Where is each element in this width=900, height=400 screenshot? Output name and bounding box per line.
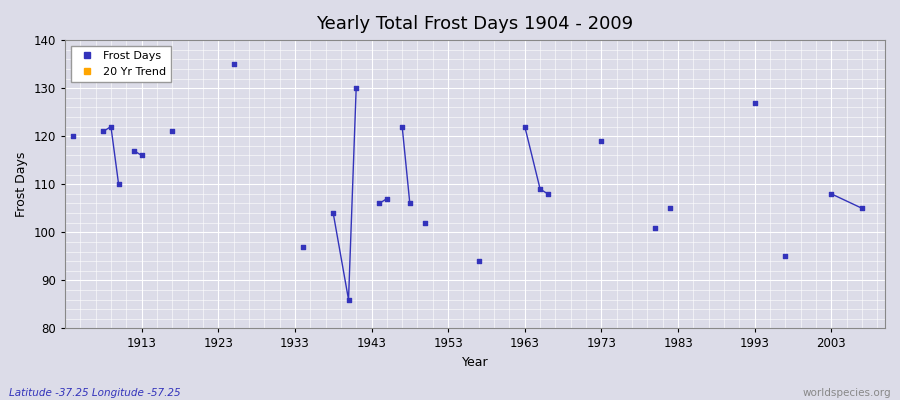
Point [227,61,241,67]
Point [518,124,532,130]
Legend: Frost Days, 20 Yr Trend: Frost Days, 20 Yr Trend [70,46,171,82]
Point [372,200,386,207]
Point [127,148,141,154]
Point [165,128,179,135]
Point [96,128,111,135]
Point [541,191,555,197]
Point [594,138,608,144]
Point [380,196,394,202]
Point [533,186,547,192]
Point [663,205,678,212]
Point [778,253,793,260]
Point [472,258,486,264]
Point [341,296,356,303]
Y-axis label: Frost Days: Frost Days [15,152,28,217]
Point [66,133,80,140]
Text: Latitude -37.25 Longitude -57.25: Latitude -37.25 Longitude -57.25 [9,388,181,398]
Point [112,181,126,188]
Point [418,220,432,226]
Point [855,205,869,212]
Point [295,244,310,250]
Point [134,152,148,159]
Point [748,99,762,106]
Point [824,191,839,197]
Point [349,85,364,91]
Point [104,124,118,130]
Point [402,200,417,207]
Text: worldspecies.org: worldspecies.org [803,388,891,398]
X-axis label: Year: Year [462,356,489,369]
Point [326,210,340,216]
Point [395,124,410,130]
Title: Yearly Total Frost Days 1904 - 2009: Yearly Total Frost Days 1904 - 2009 [317,15,634,33]
Point [648,224,662,231]
